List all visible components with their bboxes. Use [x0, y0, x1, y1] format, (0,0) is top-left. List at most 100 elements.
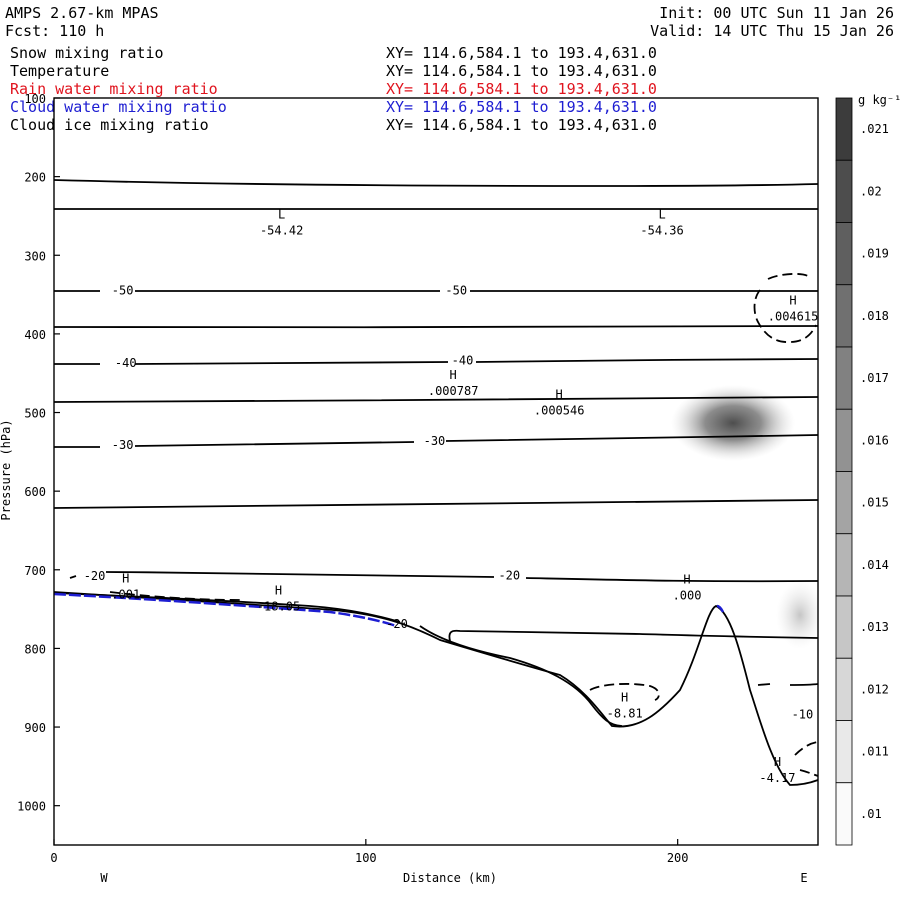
colorbar-swatch	[835, 159, 853, 223]
extremum-value: .000787	[428, 384, 479, 398]
contour-line	[54, 325, 818, 329]
colorbar: .021 .02 .019 .018 .017 .016 .015 .014 .013 .012.…	[835, 97, 889, 846]
colorbar-tick-label: .013	[860, 620, 889, 634]
field-name: Snow mixing ratio	[10, 44, 164, 62]
extremum-value: .000546	[534, 404, 585, 418]
colorbar-swatch	[835, 284, 853, 348]
temperature-contour-label: -50	[112, 284, 134, 298]
extremum-value: -18.05	[257, 599, 300, 613]
colorbar-tick-label: .019	[860, 247, 889, 261]
extremum-type: H	[275, 583, 282, 597]
y-tick-label: 500	[24, 407, 46, 421]
colorbar-tick-label: .011	[860, 745, 889, 759]
colorbar-swatch	[835, 720, 853, 784]
contour-labels: -50 -50 -40 -40 -30 -30 -20 -20 -20 -10 L -54.42 L -5…	[84, 208, 819, 785]
y-tick-label: 800	[24, 642, 46, 656]
colorbar-tick-label: .016	[860, 433, 889, 447]
contour-line	[54, 434, 818, 448]
forecast-hour: Fcst: 110 h	[5, 22, 105, 40]
colorbar-tick-label: .021	[860, 122, 889, 136]
field-xy: XY= 114.6,584.1 to 193.4,631.0	[386, 80, 657, 98]
extremum-value: .000	[673, 588, 702, 602]
colorbar-swatch	[835, 97, 853, 161]
shaded-max-blob	[671, 385, 795, 461]
field-name: Rain water mixing ratio	[10, 80, 218, 98]
temperature-contour-label: -20	[386, 617, 408, 631]
model-title: AMPS 2.67-km MPAS	[5, 4, 159, 22]
colorbar-unit: g kg⁻¹	[858, 93, 900, 107]
colorbar-tick-label: .015	[860, 496, 889, 510]
x-tick-label: 200	[667, 851, 689, 865]
temperature-contour-label: -30	[112, 438, 134, 452]
contour-line	[54, 591, 818, 786]
y-tick-label: 200	[24, 171, 46, 185]
extremum-type: H	[556, 388, 563, 402]
extremum-value: -4.17	[759, 771, 795, 785]
contour-line	[54, 208, 818, 212]
extremum-type: H	[621, 690, 628, 704]
temperature-contour-label: -40	[115, 356, 137, 370]
contour-line	[54, 499, 818, 509]
contour-line	[54, 179, 818, 187]
shaded-minor-blob	[776, 581, 818, 649]
extremum-value: .004615	[768, 309, 819, 323]
field-xy: XY= 114.6,584.1 to 193.4,631.0	[386, 62, 657, 80]
extremum-value: -8.81	[607, 706, 643, 720]
dashed-contour	[753, 272, 817, 343]
colorbar-swatch	[835, 408, 853, 472]
temperature-contour-label: -20	[498, 568, 520, 582]
extremum-type: L	[278, 208, 285, 222]
field-name: Cloud water mixing ratio	[10, 98, 227, 116]
dashed-contour	[794, 741, 818, 777]
extremum-value: -54.42	[260, 224, 303, 238]
extremum-type: H	[450, 368, 457, 382]
contour-line	[54, 396, 818, 403]
y-axis-label: Pressure (hPa)	[0, 419, 13, 520]
mixing-ratio-dashed-contours	[109, 272, 818, 777]
colorbar-swatch	[835, 782, 853, 846]
y-tick-label: 700	[24, 564, 46, 578]
extremum-value: -54.36	[640, 224, 683, 238]
x-tick-label: 100	[355, 851, 377, 865]
y-axis: 100 200 300 400 500 600 700 800 900 1000	[17, 92, 60, 814]
valid-time: Valid: 14 UTC Thu 15 Jan 26	[650, 22, 894, 40]
extremum-type: H	[789, 293, 796, 307]
contour-line	[54, 358, 818, 365]
temperature-contour-label: -20	[84, 569, 106, 583]
colorbar-tick-label: .014	[860, 558, 889, 572]
field-xy: XY= 114.6,584.1 to 193.4,631.0	[386, 116, 657, 134]
temperature-contour-label: -40	[452, 354, 474, 368]
west-label: W	[100, 871, 108, 885]
colorbar-tick-label: .017	[860, 371, 889, 385]
shaded-mixing-ratio	[671, 385, 818, 649]
contour-line	[757, 683, 818, 686]
dashed-contour	[109, 591, 243, 601]
field-name: Temperature	[10, 62, 110, 80]
colorbar-swatch	[835, 533, 853, 597]
y-tick-label: 900	[24, 721, 46, 735]
temperature-contour-label: -10	[792, 707, 814, 721]
colorbar-swatch	[835, 222, 853, 286]
temperature-contours	[54, 179, 818, 786]
y-tick-label: 100	[24, 92, 46, 106]
x-tick-label: 0	[50, 851, 57, 865]
colorbar-tick-label: .02	[860, 184, 882, 198]
field-name: Cloud ice mixing ratio	[10, 116, 209, 134]
colorbar-swatch	[835, 471, 853, 535]
y-tick-label: 400	[24, 328, 46, 342]
dashed-contour	[589, 683, 660, 701]
temperature-contour-label: -30	[424, 434, 446, 448]
y-tick-label: 600	[24, 485, 46, 499]
extremum-type: H	[122, 572, 129, 586]
y-tick-label: 300	[24, 249, 46, 263]
extremum-type: L	[658, 208, 665, 222]
y-tick-label: 1000	[17, 800, 46, 814]
contour-line	[69, 571, 818, 583]
colorbar-tick-label: .01	[860, 807, 882, 821]
x-axis-label: Distance (km)	[403, 871, 497, 885]
cloud-water-contour	[53, 592, 397, 628]
extremum-value: .001	[111, 588, 140, 602]
field-xy: XY= 114.6,584.1 to 193.4,631.0	[386, 44, 657, 62]
field-xy: XY= 114.6,584.1 to 193.4,631.0	[386, 98, 657, 116]
